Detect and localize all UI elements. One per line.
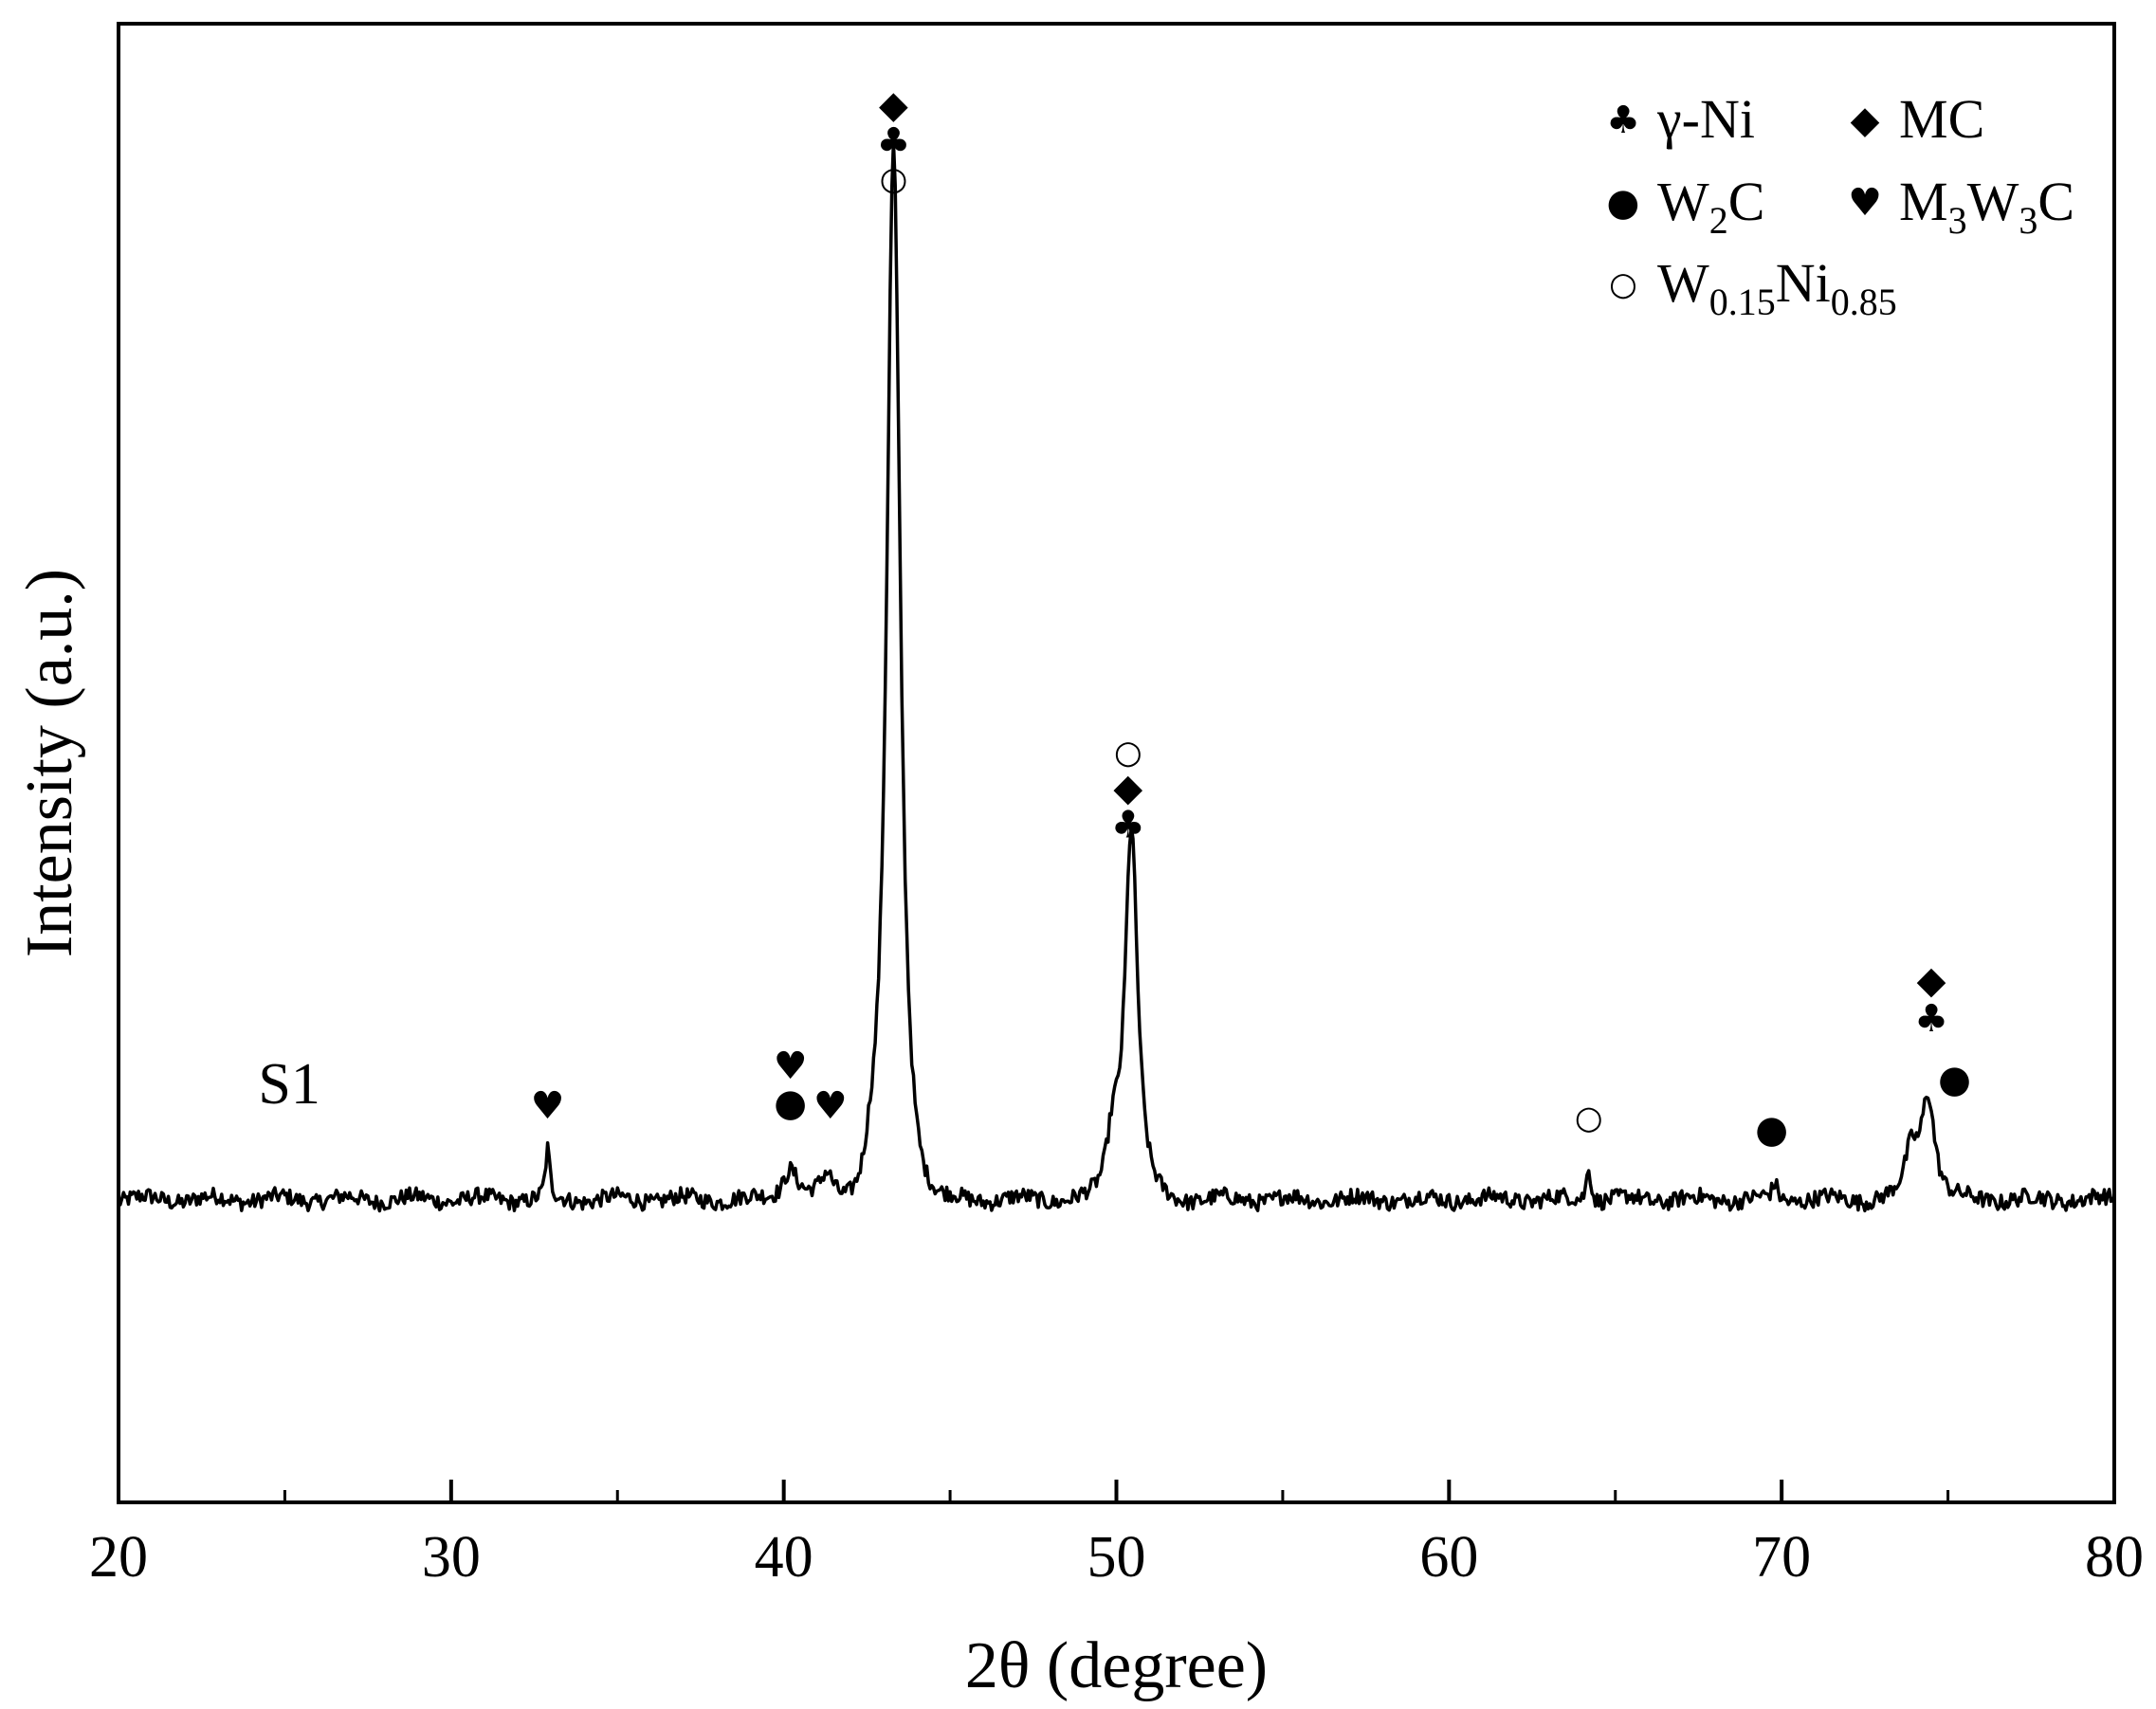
x-axis-title: 2θ (degree) bbox=[965, 1629, 1268, 1702]
legend-symbol-mc: ◆ bbox=[1851, 99, 1880, 142]
peak-marker-gamma-ni-5: ♣ bbox=[877, 120, 911, 164]
peak-markers: ♥♥● ♥◆♣○○◆♣○ ●◆♣● bbox=[531, 83, 1971, 1152]
x-tick-label-30: 30 bbox=[422, 1525, 481, 1590]
peak-marker-w2c-14: ● bbox=[1938, 1058, 1971, 1101]
legend-item-w-ni: ○ W0.15Ni0.85 bbox=[1609, 252, 1897, 323]
legend-symbol-gamma-ni: ♣ bbox=[1606, 99, 1640, 142]
legend-label-m3w3c: M3W3C bbox=[1899, 171, 2074, 242]
legend-item-gamma-ni: ♣ γ-Ni bbox=[1606, 88, 1755, 150]
x-tick-label-80: 80 bbox=[2085, 1525, 2144, 1590]
peak-marker-gamma-ni-13: ♣ bbox=[1914, 997, 1948, 1041]
x-tick-label-20: 20 bbox=[89, 1525, 148, 1590]
peak-marker-w-ni-10: ○ bbox=[1575, 1099, 1603, 1136]
peak-marker-m3w3c-0: ♥ bbox=[531, 1084, 565, 1128]
peak-marker-w-ni-7: ○ bbox=[1114, 734, 1142, 772]
legend: ♣ γ-Ni ◆ MC ● W2C ♥ M3W3C ○ W0.15Ni0.85 bbox=[1606, 88, 2074, 323]
legend-label-w-ni: W0.15Ni0.85 bbox=[1657, 252, 1897, 323]
legend-item-w2c: ● W2C bbox=[1607, 171, 1765, 242]
x-tick-label-60: 60 bbox=[1419, 1525, 1478, 1590]
x-tick-label-40: 40 bbox=[755, 1525, 813, 1590]
x-tick-label-70: 70 bbox=[1752, 1525, 1811, 1590]
x-tick-label-50: 50 bbox=[1087, 1525, 1146, 1590]
peak-marker-w2c-11: ● bbox=[1755, 1108, 1788, 1152]
peak-marker-mc-12: ◆ bbox=[1917, 958, 1946, 1002]
peak-marker-mc-8: ◆ bbox=[1113, 767, 1142, 810]
legend-label-w2c: W2C bbox=[1657, 171, 1764, 242]
legend-symbol-w2c: ● bbox=[1607, 181, 1640, 225]
legend-symbol-m3w3c: ♥ bbox=[1848, 181, 1882, 225]
peak-marker-mc-4: ◆ bbox=[879, 83, 908, 127]
xrd-pattern-line bbox=[117, 139, 2116, 1213]
sample-label: S1 bbox=[258, 1052, 320, 1117]
peak-marker-m3w3c-3: ♥ bbox=[813, 1084, 848, 1128]
legend-symbol-w-ni: ○ bbox=[1609, 265, 1637, 303]
legend-item-m3w3c: ♥ M3W3C bbox=[1848, 171, 2074, 242]
y-axis-title: Intensity (a.u.) bbox=[13, 569, 86, 957]
peak-marker-w2c-2: ● bbox=[774, 1082, 807, 1125]
x-axis-ticks bbox=[117, 1480, 2116, 1502]
x-axis-tick-labels: 20 30 40 50 60 70 80 bbox=[89, 1525, 2144, 1590]
legend-item-mc: ◆ MC bbox=[1851, 88, 1985, 150]
peak-marker-m3w3c-1: ♥ bbox=[774, 1045, 808, 1088]
peak-marker-w-ni-6: ○ bbox=[880, 160, 908, 198]
legend-label-mc: MC bbox=[1899, 88, 1984, 150]
peak-marker-gamma-ni-9: ♣ bbox=[1111, 804, 1145, 847]
legend-label-gamma-ni: γ-Ni bbox=[1656, 88, 1755, 150]
